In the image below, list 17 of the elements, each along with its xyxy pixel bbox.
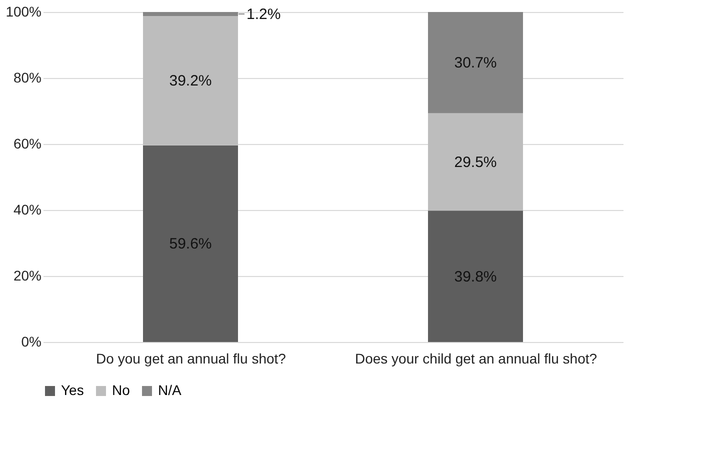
legend-label: N/A — [158, 382, 182, 398]
y-tick-label: 100% — [6, 4, 42, 20]
y-tick-label: 20% — [13, 268, 42, 284]
legend-label: Yes — [61, 382, 84, 398]
x-tick-label: Do you get an annual flu shot? — [96, 350, 286, 366]
x-tick-label: Does your child get an annual flu shot? — [354, 350, 598, 366]
y-tick-label: 40% — [13, 202, 42, 218]
y-tick-label: 0% — [21, 334, 42, 350]
data-label: 39.8% — [454, 268, 497, 286]
data-label: 59.6% — [169, 236, 212, 253]
data-label: 39.2% — [169, 72, 212, 90]
data-label: 30.7% — [454, 54, 497, 72]
data-label: 1.2% — [246, 6, 281, 23]
y-tick-label: 60% — [13, 136, 42, 152]
data-label: 29.5% — [454, 154, 497, 171]
y-tick-label: 80% — [13, 70, 42, 86]
legend-label: No — [112, 382, 130, 398]
